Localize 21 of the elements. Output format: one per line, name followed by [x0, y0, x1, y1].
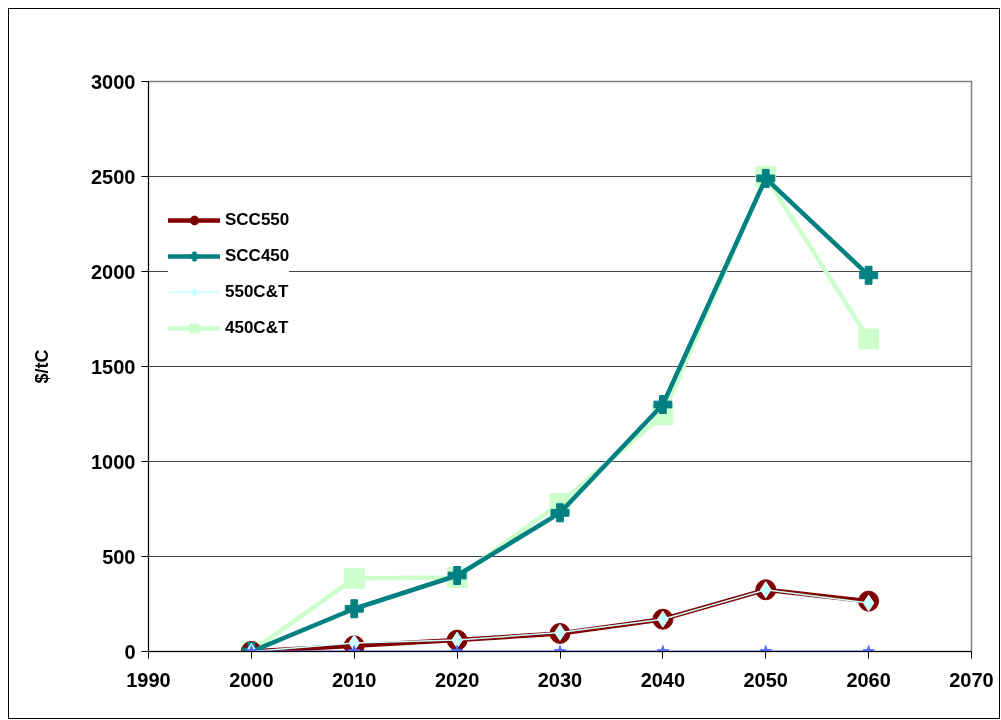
y-tick-label: 0 — [124, 640, 136, 663]
x-tick-label: 2000 — [229, 668, 274, 691]
x-tick-label: 2020 — [434, 668, 480, 691]
x-tick-label: 2030 — [537, 668, 583, 691]
legend-label: 550C&T — [225, 281, 289, 303]
y-tick-label: 2000 — [91, 260, 136, 283]
y-tick-label: 1500 — [91, 355, 136, 378]
legend-label: 450C&T — [225, 317, 289, 339]
legend-label: SCC550 — [225, 209, 290, 231]
y-tick-label: 3000 — [91, 70, 136, 93]
x-tick-label: 2040 — [640, 668, 686, 691]
y-tick-label: 1000 — [91, 450, 136, 473]
y-tick-label: 500 — [102, 545, 136, 568]
x-tick-label: 2060 — [846, 668, 891, 691]
y-axis-title: $/tC — [32, 349, 53, 384]
x-tick-label: 2010 — [332, 668, 377, 691]
x-tick-label: 1990 — [126, 668, 171, 691]
legend-label: SCC450 — [225, 245, 290, 267]
x-tick-label: 2050 — [743, 668, 788, 691]
y-tick-label: 2500 — [91, 165, 136, 188]
x-tick-label: 2070 — [949, 668, 994, 691]
